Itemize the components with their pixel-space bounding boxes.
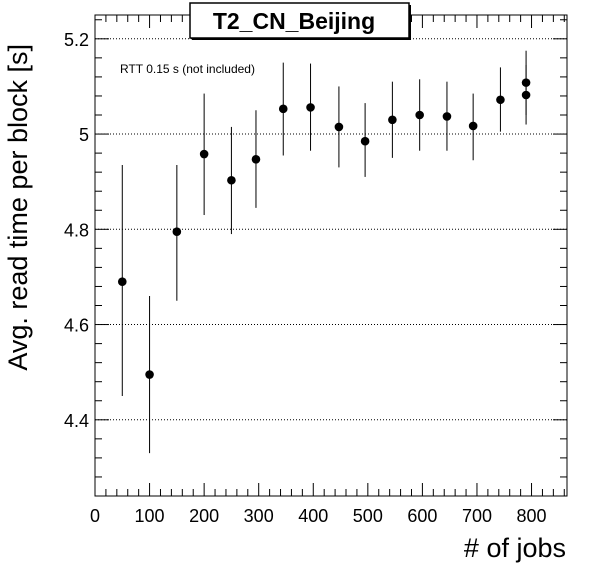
- data-points: [117, 50, 531, 454]
- y-tick-label-0: 4.4: [64, 411, 89, 431]
- data-point-0-2: [172, 227, 182, 236]
- y-axis-label: Avg. read time per block [s]: [3, 44, 33, 371]
- tick-labels: 0 100 200 300 400 500 600 700 800 4.4 4.6 4.8 5 5.2: [64, 30, 547, 526]
- data-point-0-12: [442, 112, 452, 121]
- x-tick-label-4: 400: [298, 506, 328, 526]
- x-tick-label-1: 100: [135, 506, 165, 526]
- data-point-0-7: [306, 103, 315, 112]
- plot-frame: [94, 14, 568, 497]
- data-point-0-14: [496, 95, 505, 105]
- x-tick-label-6: 600: [407, 506, 437, 526]
- x-tick-label-5: 500: [353, 506, 383, 526]
- data-point-0-1: [145, 370, 154, 379]
- y-tick-label-3: 5: [79, 125, 89, 145]
- x-tick-label-7: 700: [462, 506, 492, 526]
- data-point-0-16: [521, 90, 531, 100]
- plot-border: [94, 14, 568, 497]
- chart-title: T2_CN_Beijing: [213, 8, 375, 34]
- data-point-0-8: [334, 122, 344, 132]
- data-point-0-9: [360, 136, 370, 146]
- x-axis-label: # of jobs: [464, 533, 566, 563]
- grid-layer: [95, 38, 567, 421]
- data-point-0-6: [278, 104, 288, 114]
- data-point-0-5: [251, 155, 261, 164]
- data-point-0-0: [117, 277, 127, 286]
- x-tick-label-2: 200: [189, 506, 219, 526]
- data-point-0-10: [388, 115, 397, 125]
- rtt-annotation: RTT 0.15 s (not included): [120, 62, 255, 76]
- y-tick-label-4: 5.2: [64, 30, 89, 50]
- data-point-0-11: [415, 110, 424, 120]
- data-point-0-13: [468, 121, 478, 131]
- y-tick-label-2: 4.8: [64, 220, 89, 240]
- title-box: [189, 2, 410, 39]
- x-tick-label-0: 0: [90, 506, 100, 526]
- data-point-0-3: [199, 149, 209, 159]
- data-point-0-4: [227, 175, 236, 185]
- axis-ticks: [94, 15, 567, 497]
- x-tick-label-8: 800: [517, 506, 547, 526]
- y-tick-label-1: 4.6: [64, 316, 89, 336]
- x-tick-label-3: 300: [244, 506, 274, 526]
